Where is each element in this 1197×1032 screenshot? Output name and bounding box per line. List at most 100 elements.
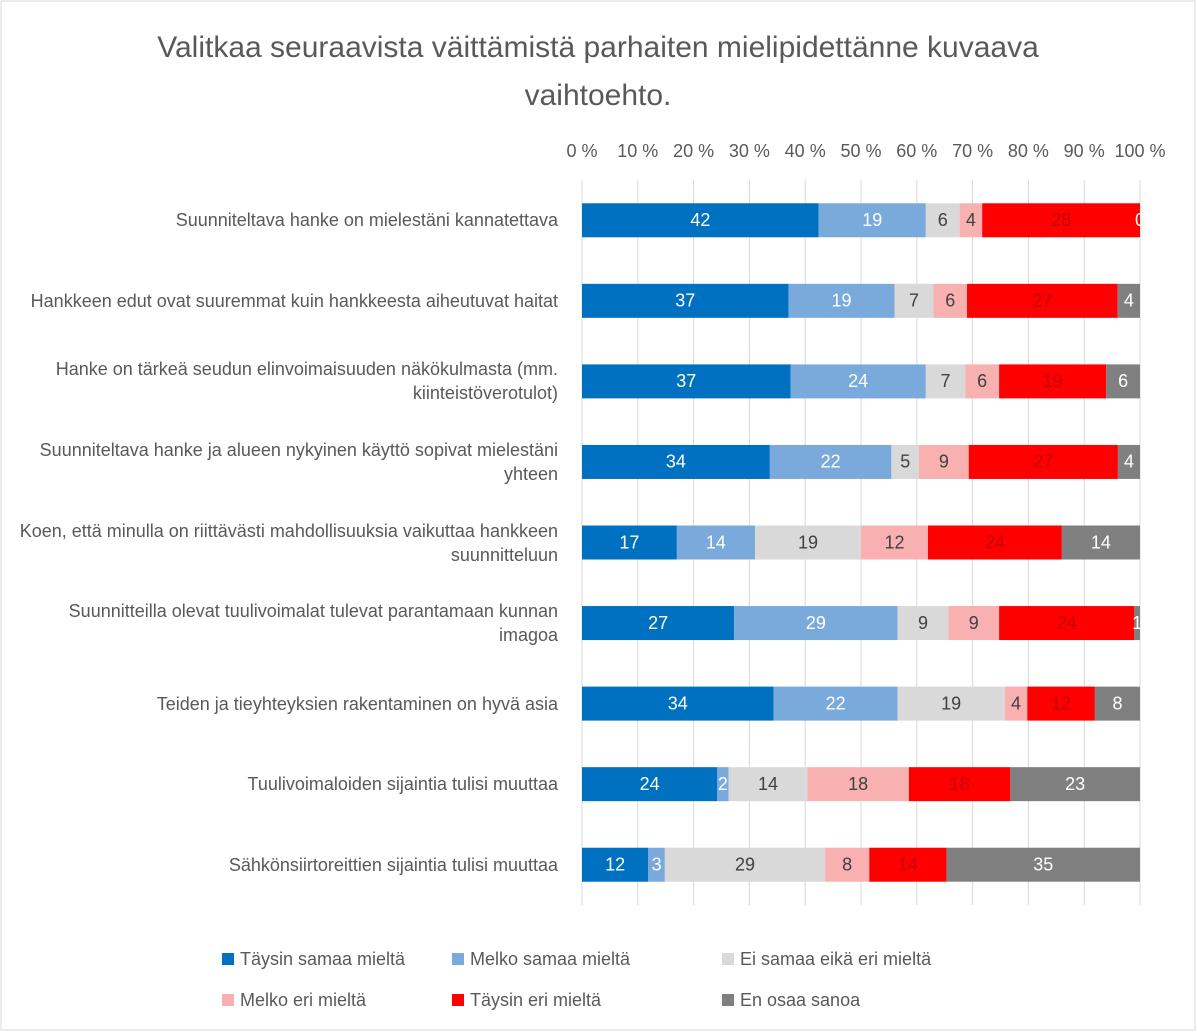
bar-segment — [933, 283, 968, 318]
data-label: 1 — [1132, 613, 1142, 633]
data-label: 19 — [941, 693, 961, 713]
bar-segment — [897, 686, 1005, 721]
bar-segment — [754, 525, 861, 560]
data-label: 19 — [831, 291, 851, 311]
bar-segment — [728, 767, 808, 802]
bar-segment — [582, 283, 789, 318]
data-label: 27 — [1032, 291, 1052, 311]
data-label: 0 — [1135, 210, 1145, 230]
data-label: 14 — [1091, 532, 1111, 552]
bar-segment — [582, 444, 770, 479]
legend-label: Melko eri mieltä — [240, 990, 367, 1010]
data-label: 2 — [718, 774, 728, 794]
data-label: 14 — [898, 854, 918, 874]
bar-segment — [919, 444, 969, 479]
bar-segment — [1027, 686, 1095, 721]
data-label: 6 — [938, 210, 948, 230]
data-label: 6 — [945, 291, 955, 311]
data-label: 18 — [848, 774, 868, 794]
legend-label: Täysin eri mieltä — [470, 990, 602, 1010]
legend-swatch — [722, 994, 734, 1006]
bar-segment — [869, 847, 947, 882]
bar-segment — [807, 767, 909, 802]
legend-swatch — [722, 953, 734, 965]
data-label: 4 — [1124, 291, 1134, 311]
data-label: 19 — [1043, 371, 1063, 391]
bar-segment — [582, 364, 791, 399]
bar-segment — [946, 847, 1140, 882]
legend-label: Täysin samaa mieltä — [240, 949, 406, 969]
category-label: Suunniteltava hanke ja alueen nykyinen k… — [39, 439, 558, 484]
bar-segment — [582, 525, 677, 560]
bar-segment — [925, 364, 966, 399]
category-label: Hankkeen edut ovat suuremmat kuin hankke… — [30, 290, 558, 311]
x-tick-label: 90 % — [1064, 141, 1105, 161]
bar-segment — [734, 606, 898, 641]
data-label: 8 — [842, 854, 852, 874]
bar-segment — [825, 847, 870, 882]
data-label: 24 — [640, 774, 660, 794]
bar-segment — [948, 606, 1000, 641]
x-tick-label: 10 % — [617, 141, 658, 161]
data-label: 9 — [918, 613, 928, 633]
bar-segment — [927, 525, 1062, 560]
data-label: 29 — [735, 854, 755, 874]
x-tick-label: 100 % — [1114, 141, 1165, 161]
category-label: Suunnitteilla olevat tuulivoimalat tulev… — [68, 601, 558, 646]
bar-segment — [999, 364, 1107, 399]
bar-segment — [773, 686, 898, 721]
legend-swatch — [452, 953, 464, 965]
data-label: 22 — [821, 452, 841, 472]
legend-swatch — [222, 953, 234, 965]
data-label: 24 — [1057, 613, 1077, 633]
data-label: 9 — [969, 613, 979, 633]
bar-segment — [861, 525, 928, 560]
data-label: 24 — [985, 532, 1005, 552]
x-tick-label: 20 % — [673, 141, 714, 161]
data-label: 17 — [619, 532, 639, 552]
x-tick-label: 40 % — [785, 141, 826, 161]
bar-segment — [788, 283, 895, 318]
bar-segment — [965, 364, 1000, 399]
bar-segment — [999, 606, 1135, 641]
data-label: 4 — [1011, 693, 1021, 713]
legend-label: Ei samaa eikä eri mieltä — [740, 949, 932, 969]
data-label: 19 — [798, 532, 818, 552]
x-tick-label: 0 % — [566, 141, 597, 161]
data-label: 35 — [1033, 854, 1053, 874]
bar-segment — [582, 847, 649, 882]
bar-segment — [1117, 283, 1140, 318]
data-label: 34 — [668, 693, 688, 713]
bar-segment — [717, 767, 729, 802]
bar-segment — [648, 847, 665, 882]
data-label: 4 — [966, 210, 976, 230]
data-label: 18 — [950, 774, 970, 794]
bar-segment — [959, 203, 983, 238]
data-label: 27 — [1033, 452, 1053, 472]
data-label: 7 — [941, 371, 951, 391]
data-label: 23 — [1065, 774, 1085, 794]
bar-segment — [925, 203, 960, 238]
category-label: Sähkönsiirtoreittien sijaintia tulisi mu… — [228, 854, 558, 875]
bar-segment — [818, 203, 926, 238]
data-label: 37 — [675, 291, 695, 311]
data-label: 6 — [977, 371, 987, 391]
chart-title: Valitkaa seuraavista väittämistä parhait… — [157, 31, 1039, 112]
bar-segment — [1106, 364, 1140, 399]
x-tick-label: 70 % — [952, 141, 993, 161]
data-label: 27 — [648, 613, 668, 633]
data-label: 24 — [848, 371, 868, 391]
bar-segment — [891, 444, 920, 479]
data-label: 8 — [1112, 693, 1122, 713]
x-tick-label: 50 % — [840, 141, 881, 161]
data-label: 42 — [690, 210, 710, 230]
data-label: 14 — [758, 774, 778, 794]
bar-segment — [1004, 686, 1028, 721]
legend-label: Melko samaa mieltä — [470, 949, 631, 969]
bar-segment — [982, 203, 1140, 238]
bar-segment — [676, 525, 755, 560]
data-label: 7 — [909, 291, 919, 311]
bar-segment — [1117, 444, 1140, 479]
data-label: 19 — [862, 210, 882, 230]
